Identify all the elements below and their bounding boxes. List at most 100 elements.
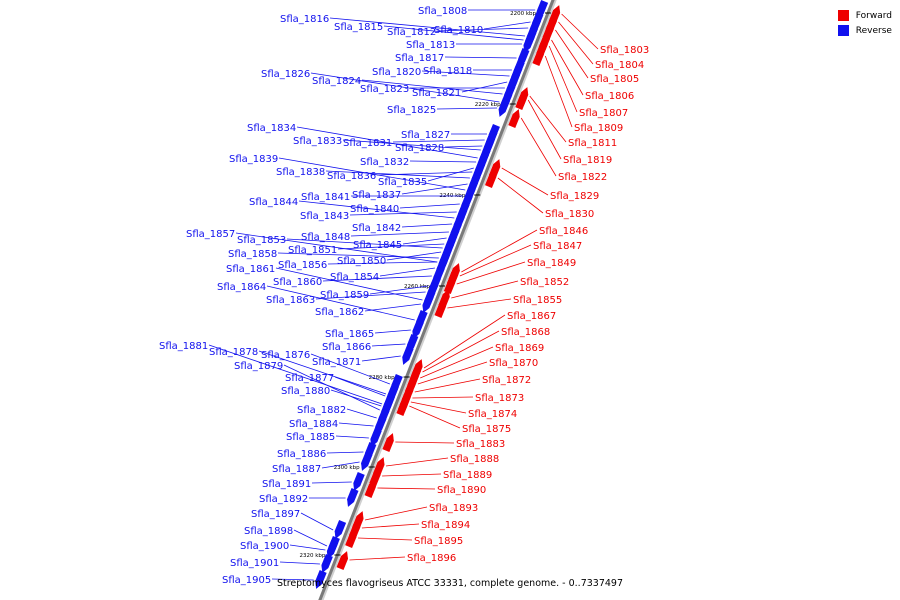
- reverse-gene: Sfla_1862: [315, 294, 434, 318]
- gene-leader-line: [371, 343, 406, 347]
- gene-leader-line: [561, 13, 599, 50]
- gene-leader-line: [369, 285, 428, 295]
- gene-label: Sfla_1900: [240, 541, 289, 552]
- reverse-gene: Sfla_1828: [395, 136, 496, 155]
- gene-label: Sfla_1839: [229, 154, 278, 165]
- gene-feature: [475, 158, 487, 177]
- gene-leader-line: [275, 267, 423, 301]
- gene-leader-line: [258, 350, 387, 395]
- gene-leader-line: [497, 177, 544, 214]
- gene-label: Sfla_1828: [395, 143, 444, 154]
- forward-gene: Sfla_1822: [508, 109, 607, 183]
- gene-leader-line: [298, 200, 455, 219]
- legend: Forward Reverse: [837, 8, 892, 38]
- gene-leader-line: [409, 160, 477, 163]
- gene-feature: [484, 169, 497, 188]
- legend-reverse-label: Reverse: [855, 25, 892, 36]
- gene-label: Sfla_1845: [353, 240, 402, 251]
- reverse-gene: Sfla_1835: [378, 158, 487, 188]
- gene-leader-line: [278, 157, 466, 191]
- forward-gene: Sfla_1890: [364, 479, 486, 498]
- gene-label: Sfla_1895: [414, 536, 463, 547]
- gene-label: Sfla_1864: [217, 282, 266, 293]
- gene-leader-line: [326, 451, 364, 454]
- forward-gene: Sfla_1819: [515, 91, 612, 166]
- gene-leader-line: [544, 55, 573, 128]
- reverse-gene: Sfla_1810: [434, 12, 544, 36]
- gene-label: Sfla_1871: [312, 357, 361, 368]
- gene-label: Sfla_1865: [325, 329, 374, 340]
- reverse-gene: Sfla_1821: [412, 72, 521, 99]
- gene-label: Sfla_1905: [222, 575, 271, 586]
- gene-feature: [531, 12, 544, 31]
- reverse-gene: Sfla_1892: [259, 488, 359, 507]
- gene-feature: [402, 346, 414, 365]
- gene-label: Sfla_1812: [387, 27, 436, 38]
- gene-leader-line: [321, 461, 360, 469]
- gene-label: Sfla_1838: [276, 167, 325, 178]
- gene-feature: [532, 47, 544, 66]
- gene-leader-line: [279, 561, 320, 565]
- gene-leader-line: [361, 523, 420, 529]
- gene-label: Sfla_1810: [434, 25, 483, 36]
- genome-axis: [318, 0, 557, 600]
- gene-label: Sfla_1805: [590, 74, 639, 85]
- gene-label: Sfla_1874: [468, 409, 517, 420]
- gene-label: Sfla_1851: [288, 245, 337, 256]
- gene-leader-line: [423, 314, 506, 369]
- gene-label: Sfla_1887: [272, 464, 321, 475]
- gene-leader-line: [358, 537, 413, 541]
- gene-label: Sfla_1804: [595, 60, 644, 71]
- gene-feature: [347, 488, 359, 507]
- gene-leader-line: [376, 171, 473, 176]
- gene-feature: [336, 551, 348, 570]
- gene-leader-line: [346, 408, 377, 419]
- gene-leader-line: [456, 261, 526, 285]
- gene-label: Sfla_1854: [330, 272, 379, 283]
- gene-leader-line: [422, 330, 500, 373]
- gene-label: Sfla_1884: [289, 419, 338, 430]
- gene-label: Sfla_1840: [350, 204, 399, 215]
- forward-gene: Sfla_1889: [369, 467, 492, 486]
- reverse-gene: Sfla_1905: [222, 570, 327, 589]
- reverse-gene: Sfla_1817: [395, 48, 530, 67]
- gene-leader-line: [555, 29, 589, 79]
- gene-label: Sfla_1806: [585, 91, 634, 102]
- gene-feature: [443, 275, 456, 294]
- gene-leader-line: [335, 435, 369, 439]
- gene-leader-line: [374, 329, 411, 334]
- gene-label: Sfla_1858: [228, 249, 277, 260]
- gene-feature: [315, 570, 327, 589]
- gene-leader-line: [399, 203, 460, 209]
- gene-label: Sfla_1868: [501, 327, 550, 338]
- gene-leader-line: [382, 473, 442, 477]
- reverse-gene: Sfla_1871: [312, 346, 414, 368]
- gene-leader-line: [501, 167, 549, 196]
- gene-label: Sfla_1847: [533, 241, 582, 252]
- reverse-gene: Sfla_1832: [360, 152, 490, 171]
- tick-label: 2220 kbp: [475, 102, 501, 108]
- gene-label: Sfla_1831: [343, 138, 392, 149]
- gene-label: Sfla_1835: [378, 177, 427, 188]
- gene-leader-line: [385, 457, 449, 467]
- gene-leader-line: [412, 396, 474, 399]
- gene-label: Sfla_1818: [423, 66, 472, 77]
- gene-label: Sfla_1872: [482, 375, 531, 386]
- gene-label: Sfla_1848: [301, 232, 350, 243]
- gene-label: Sfla_1860: [273, 277, 322, 288]
- gene-label: Sfla_1816: [280, 14, 329, 25]
- gene-feature: [382, 433, 394, 452]
- gene-leader-line: [293, 529, 328, 547]
- forward-gene: Sfla_1809: [532, 47, 623, 134]
- gene-label: Sfla_1875: [462, 424, 511, 435]
- gene-leader-line: [334, 376, 386, 397]
- gene-label: Sfla_1857: [186, 229, 235, 240]
- gene-leader-line: [395, 441, 455, 444]
- forward-gene: Sfla_1894: [348, 519, 470, 538]
- gene-leader-line: [364, 303, 421, 312]
- gene-feature: [353, 472, 365, 491]
- gene-leader-line: [350, 231, 449, 237]
- gene-label: Sfla_1832: [360, 157, 409, 168]
- gene-label: Sfla_1869: [495, 343, 544, 354]
- gene-label: Sfla_1820: [372, 67, 421, 78]
